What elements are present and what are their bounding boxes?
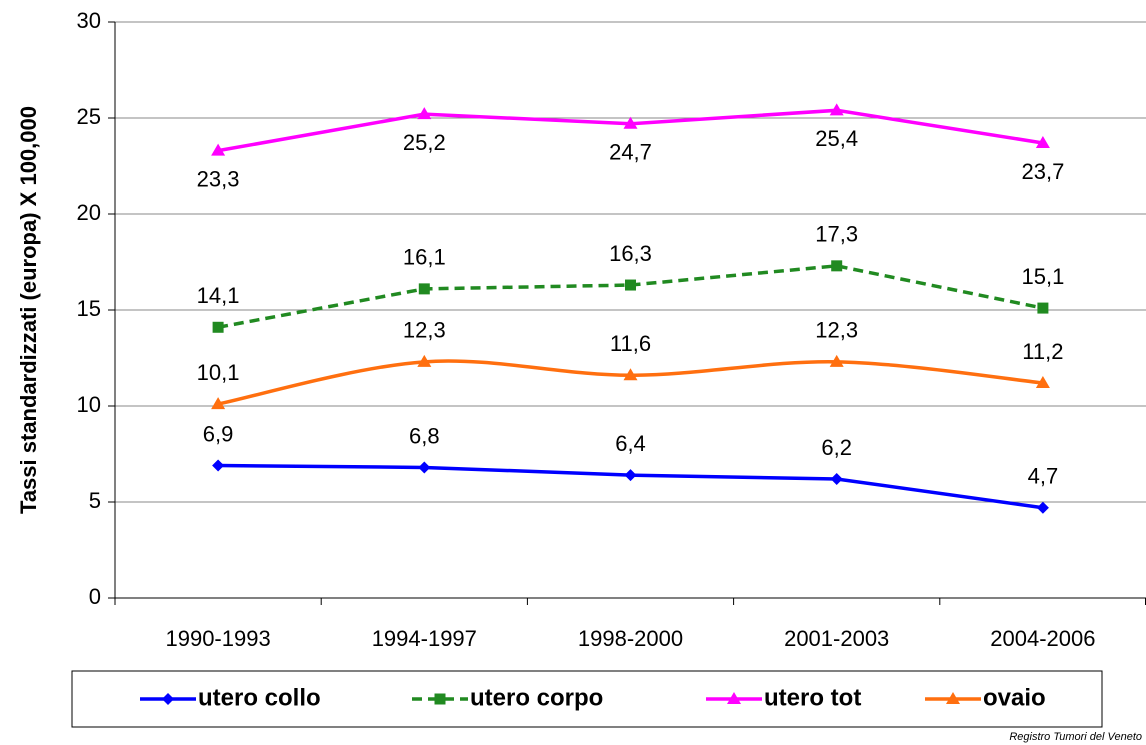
marker (623, 368, 638, 381)
data-label: 6,4 (615, 431, 646, 456)
marker (162, 693, 174, 705)
marker (624, 469, 637, 482)
y-tick-label: 20 (77, 200, 101, 225)
data-label: 24,7 (609, 140, 652, 165)
marker (946, 692, 960, 704)
data-label: 10,1 (197, 360, 240, 385)
y-tick-label: 25 (77, 104, 101, 129)
series-line (217, 264, 1044, 330)
marker (625, 279, 636, 291)
legend-text: ovaio (983, 684, 1046, 711)
marker (1036, 501, 1049, 514)
data-label: 16,3 (609, 241, 652, 266)
marker (211, 397, 226, 410)
marker (831, 260, 843, 272)
marker (212, 459, 225, 472)
y-tick-label: 5 (89, 488, 101, 513)
data-label: 25,4 (815, 126, 858, 151)
y-tick-label: 30 (77, 8, 101, 33)
marker (1035, 375, 1050, 388)
y-axis-title: Tassi standardizzati (europa) X 100,000 (16, 106, 41, 514)
data-label: 11,2 (1022, 339, 1063, 364)
data-label: 23,3 (197, 166, 240, 191)
x-tick-label: 1994-1997 (372, 626, 477, 651)
x-tick-label: 1990-1993 (165, 626, 270, 651)
marker (211, 143, 226, 156)
data-label: 15,1 (1021, 264, 1064, 289)
marker (829, 103, 844, 116)
data-label: 6,2 (821, 435, 852, 460)
marker (727, 692, 741, 704)
x-tick-label: 2004-2006 (990, 626, 1095, 651)
legend-text: utero tot (764, 684, 861, 711)
marker (829, 354, 844, 367)
marker (418, 461, 431, 474)
data-label: 4,7 (1028, 464, 1059, 489)
legend-text: utero collo (198, 684, 321, 711)
marker (1035, 135, 1050, 148)
series-line (217, 359, 1044, 406)
y-tick-label: 10 (77, 392, 101, 417)
data-label: 6,9 (203, 421, 234, 446)
x-tick-label: 1998-2000 (578, 626, 683, 651)
data-label: 17,3 (815, 222, 858, 247)
marker (830, 472, 843, 485)
y-tick-label: 15 (77, 296, 101, 321)
marker (418, 283, 430, 295)
marker (212, 321, 224, 333)
marker (417, 354, 432, 367)
data-label: 12,3 (815, 318, 858, 343)
data-label: 14,1 (197, 283, 240, 308)
data-label: 25,2 (403, 130, 446, 155)
data-label: 12,3 (403, 318, 446, 343)
data-label: 16,1 (403, 245, 446, 270)
marker (1037, 302, 1049, 314)
source-note: Registro Tumori del Veneto (1009, 731, 1142, 743)
marker (623, 116, 638, 129)
marker (434, 693, 446, 705)
data-label: 23,7 (1021, 159, 1064, 184)
data-label: 11,6 (610, 331, 651, 356)
x-tick-label: 2001-2003 (784, 626, 889, 651)
data-label: 6,8 (409, 423, 440, 448)
legend-text: utero corpo (470, 684, 603, 711)
marker (417, 107, 432, 120)
y-tick-label: 0 (89, 584, 101, 609)
